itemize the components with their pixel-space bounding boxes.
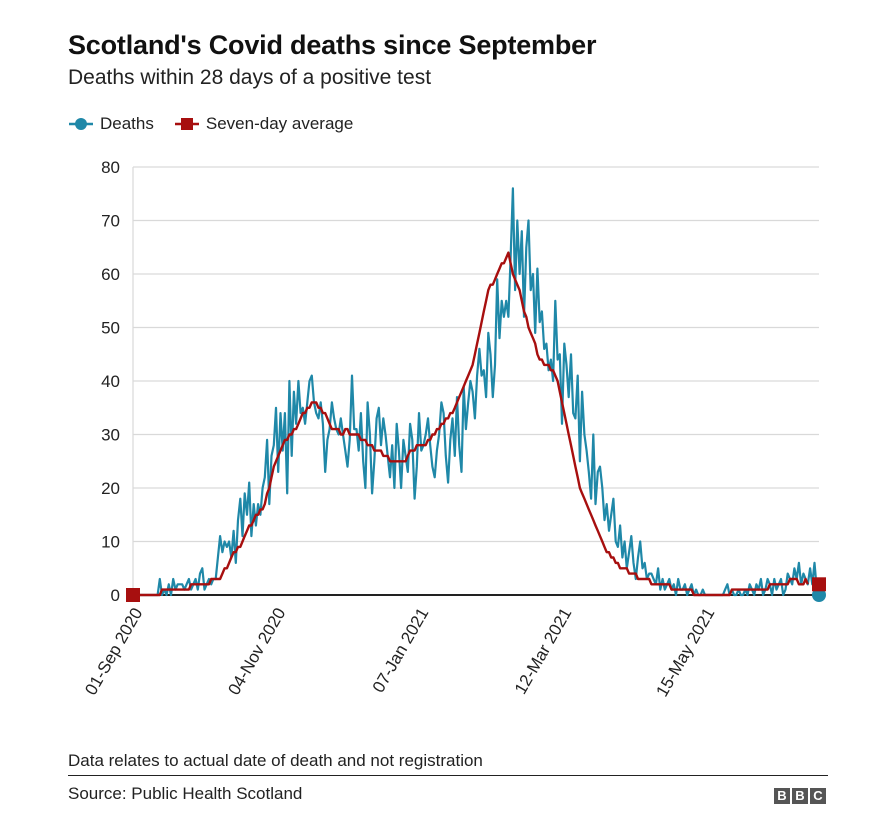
bbc-logo: B B C (772, 788, 826, 804)
source-text: Source: Public Health Scotland (68, 784, 303, 803)
circle-marker-icon (69, 118, 93, 130)
legend-label-average: Seven-day average (205, 114, 354, 133)
legend-item-average: Seven-day average (174, 114, 353, 134)
y-tick-label: 70 (101, 212, 120, 231)
x-axis-ticks: 01-Sep 2020 04-Nov 2020 07-Jan 2021 12-Mar … (81, 605, 718, 700)
seven-day-average-line (133, 251, 809, 597)
y-tick-label: 60 (101, 265, 120, 284)
y-tick-label: 80 (101, 158, 120, 177)
deaths-line (133, 187, 821, 597)
square-marker-icon (174, 118, 199, 130)
footnote: Data relates to actual date of death and… (68, 751, 483, 770)
y-tick-label: 20 (101, 479, 120, 498)
y-tick-label: 10 (101, 533, 120, 552)
legend-label-deaths: Deaths (100, 114, 154, 133)
logo-letter: B (774, 788, 790, 804)
y-tick-label: 30 (101, 426, 120, 445)
x-tick-label: 07-Jan 2021 (369, 605, 433, 696)
logo-letter: B (792, 788, 808, 804)
chart-title: Scotland's Covid deaths since September (68, 30, 597, 60)
deaths-end-marker (812, 588, 826, 602)
legend-item-deaths: Deaths (68, 114, 154, 134)
x-tick-label: 15-May 2021 (652, 605, 718, 700)
x-tick-label: 01-Sep 2020 (81, 605, 146, 699)
y-tick-label: 50 (101, 319, 120, 338)
y-axis-ticks: 0 10 20 30 40 50 60 70 80 (101, 158, 120, 605)
average-start-marker (126, 588, 140, 602)
x-tick-label: 04-Nov 2020 (224, 605, 289, 699)
series-lines (126, 187, 826, 602)
logo-letter: C (810, 788, 826, 804)
y-tick-label: 40 (101, 372, 120, 391)
y-tick-label: 0 (111, 586, 120, 605)
chart-subtitle: Deaths within 28 days of a positive test (68, 66, 432, 89)
average-end-marker (812, 577, 826, 592)
divider (68, 775, 828, 776)
x-tick-label: 12-Mar 2021 (511, 605, 576, 698)
legend: Deaths Seven-day average (68, 114, 373, 134)
